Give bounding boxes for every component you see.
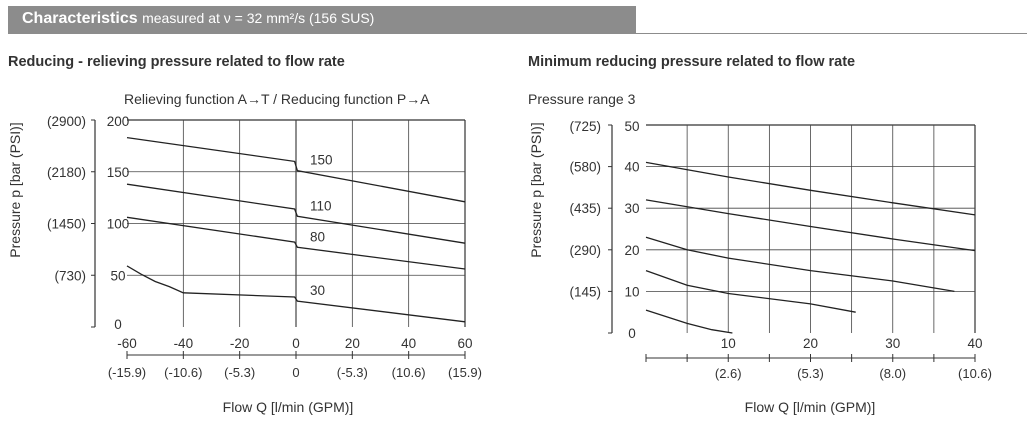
y-tick-label: 40 (624, 160, 639, 175)
x-axis-label: Flow Q [l/min (GPM)] (223, 399, 354, 415)
y-tick-label: 10 (624, 284, 639, 299)
series-line-3 (645, 236, 955, 293)
series-line-2 (645, 199, 976, 252)
series-line-150 (126, 136, 466, 203)
y-tick-label: 30 (624, 201, 639, 216)
chart1-subtitle: Relieving function A→T / Reducing functi… (124, 91, 430, 107)
x-tick-label-gpm: (15.9) (448, 365, 482, 380)
x-tick-label-gpm: (-15.9) (108, 365, 146, 380)
y-tick-label: 20 (624, 243, 639, 258)
header-rule (636, 33, 1027, 34)
y-tick-label-psi: (290) (569, 243, 601, 258)
section-title: Characteristics measured at ν = 32 mm²/s… (22, 10, 375, 27)
y-tick-label: 200 (107, 114, 130, 129)
chart2-title: Minimum reducing pressure related to flo… (528, 54, 856, 70)
series-line-80 (126, 216, 466, 270)
x-tick-label-gpm: (-5.3) (224, 365, 255, 380)
series-label-80: 80 (310, 229, 325, 244)
series-label-150: 150 (310, 153, 333, 168)
x-tick-label-gpm: (-5.3) (337, 365, 368, 380)
x-axis-label: Flow Q [l/min (GPM)] (745, 399, 876, 415)
section-header: Characteristics measured at ν = 32 mm²/s… (8, 6, 636, 34)
y-tick-label-psi: (145) (569, 284, 601, 299)
y-tick-label: 50 (624, 119, 639, 134)
y-tick-label: 100 (107, 217, 130, 232)
y-tick-label: 0 (114, 317, 122, 332)
y-tick-label: 50 (110, 268, 125, 283)
x-tick-label: 0 (292, 336, 300, 351)
x-tick-label: -60 (117, 336, 137, 351)
chart1-plot: 050(730)100(1450)150(2180)200(2900)-60(-… (7, 114, 482, 415)
x-tick-label-gpm: 0 (292, 365, 299, 380)
y-tick-label-psi: (435) (569, 201, 601, 216)
x-tick-label-gpm: (10.6) (958, 366, 992, 381)
x-tick-label: 40 (967, 336, 982, 351)
x-tick-label: -40 (174, 336, 194, 351)
y-axis-label: Pressure p [bar (PSI)] (7, 122, 23, 257)
series-line-110 (126, 183, 466, 244)
y-tick-label-psi: (2900) (47, 114, 86, 129)
series-label-30: 30 (310, 283, 325, 298)
section-subtitle: measured at ν = 32 mm²/s (156 SUS) (142, 10, 375, 26)
y-tick-label-psi: (730) (54, 268, 86, 283)
series-line-5 (645, 309, 733, 334)
x-tick-label-gpm: (5.3) (797, 366, 824, 381)
y-tick-label-psi: (725) (569, 119, 601, 134)
x-tick-label: 40 (401, 336, 416, 351)
x-tick-label-gpm: (10.6) (392, 365, 426, 380)
chart1-title: Reducing - relieving pressure related to… (8, 54, 345, 70)
y-tick-label-psi: (2180) (47, 165, 86, 180)
x-tick-label: 60 (457, 336, 472, 351)
x-tick-label-gpm: (-10.6) (164, 365, 202, 380)
series-line-1 (645, 161, 976, 216)
y-tick-label-psi: (580) (569, 160, 601, 175)
series-label-110: 110 (310, 198, 332, 213)
x-tick-label: 30 (885, 336, 900, 351)
series-line-4 (645, 269, 856, 313)
y-tick-label: 0 (628, 326, 636, 341)
x-tick-label: 10 (721, 336, 736, 351)
x-tick-label-gpm: (8.0) (879, 366, 906, 381)
y-tick-label-psi: (1450) (47, 217, 86, 232)
x-tick-label: 20 (345, 336, 360, 351)
y-tick-label: 150 (107, 165, 130, 180)
chart2-subtitle: Pressure range 3 (528, 91, 636, 107)
series-line-30 (126, 265, 466, 323)
x-tick-label-gpm: (2.6) (715, 366, 742, 381)
x-tick-label: -20 (230, 336, 250, 351)
x-tick-label: 20 (803, 336, 818, 351)
y-axis-label: Pressure p [bar (PSI)] (528, 122, 544, 257)
